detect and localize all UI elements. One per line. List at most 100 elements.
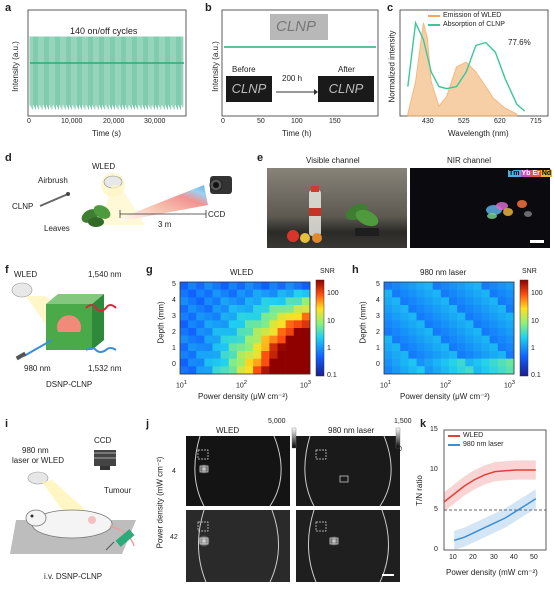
panel-g-heatmap-cell: [196, 366, 205, 375]
panel-g-heatmap-cell: [253, 358, 262, 367]
panel-i-laser2: laser or WLED: [12, 456, 65, 465]
panel-h-heatmap-cell: [465, 366, 474, 375]
panel-h-heatmap-cell: [384, 305, 393, 313]
panel-g-heatmap-cell: [180, 335, 189, 344]
panel-h-heatmap-cell: [481, 351, 490, 359]
panel-h-ylabel: Depth (mm): [358, 301, 368, 344]
panel-c-xtick-3: 715: [530, 118, 542, 125]
panel-g-heatmap-cell: [220, 282, 230, 290]
panel-h-heatmap-cell: [489, 305, 499, 313]
panel-h-heatmap-cell: [457, 305, 466, 313]
panel-g-heatmap-cell: [293, 343, 303, 352]
panel-g-heatmap-cell: [301, 358, 311, 367]
panel-h-heatmap-cell: [449, 366, 458, 375]
panel-h-heatmap-cell: [384, 312, 393, 321]
panel-g-ytick-2: 2: [172, 329, 176, 336]
panel-g-heatmap-cell: [204, 343, 213, 352]
panel-b-after: After: [338, 65, 355, 74]
panel-i-tumour: Tumour: [104, 486, 132, 495]
panel-h-heatmap-cell: [465, 297, 474, 306]
tag-tm: Tm: [508, 170, 521, 177]
panel-g-heatmap-cell: [301, 312, 311, 321]
panel-g-heatmap-cell: [196, 358, 205, 367]
panel-d-leaves-icon: [81, 205, 111, 227]
panel-h-heatmap-cell: [505, 289, 515, 298]
panel-h-heatmap-cell: [465, 282, 474, 290]
panel-g-heatmap-cell: [269, 351, 278, 359]
panel-h-heatmap-cell: [473, 358, 482, 367]
panel-h-heatmap-cell: [392, 320, 401, 329]
panel-h-heatmap-cell: [384, 328, 393, 336]
panel-k-band-1: [454, 489, 536, 550]
panel-b-xtick-3: 150: [329, 118, 341, 125]
panel-h-heatmap-cell: [440, 366, 450, 375]
panel-h-heatmap-cell: [440, 351, 450, 359]
panel-d-airbrush-icon: [39, 192, 70, 207]
panel-h-heatmap-cell: [384, 282, 393, 290]
panel-g-heatmap-cell: [204, 312, 213, 321]
panel-h-heatmap-cell: [416, 358, 425, 367]
panel-h-cbar-1: 10: [531, 318, 539, 325]
panel-g-heatmap-cell: [204, 320, 213, 329]
panel-h-heatmap-cell: [465, 351, 474, 359]
panel-g-ytick-4: 4: [172, 297, 176, 304]
panel-g-heatmap-cell: [204, 297, 213, 306]
panel-h-heatmap-cell: [424, 366, 434, 375]
panel-g-heatmap-cell: [180, 305, 189, 313]
panel-g-heatmap-cell: [188, 328, 197, 336]
panel-g-heatmap-cell: [285, 358, 295, 367]
panel-g-heatmap-cell: [236, 358, 246, 367]
panel-h-heatmap-cell: [400, 351, 409, 359]
panel-g-heatmap-cell: [253, 282, 262, 290]
panel-e-tags: Tm Yb Er Nd: [508, 170, 553, 177]
panel-a-ylabel: Intensity (a.u.): [10, 41, 20, 92]
panel-h-heatmap-cell: [408, 297, 417, 306]
panel-g-heatmap-cell: [277, 289, 286, 298]
panel-g-heatmap-cell: [269, 312, 278, 321]
panel-h-heatmap-cell: [457, 366, 466, 375]
panel-i-mouse-stage: [10, 509, 136, 554]
panel-g-heatmap-cell: [245, 312, 254, 321]
panel-h-heatmap-cell: [440, 289, 450, 298]
panel-g-xtick-1: 101: [176, 380, 188, 390]
panel-g-heatmap-cell: [245, 343, 254, 352]
panel-h-heatmap-cell: [473, 328, 482, 336]
panel-g-heatmap-cell: [212, 328, 221, 336]
panel-g-heatmap-cell: [301, 282, 311, 290]
panel-g-heatmap-cell: [293, 358, 303, 367]
panel-g-heatmap-cell: [228, 282, 238, 290]
panel-g-ytick-0: 0: [172, 361, 176, 368]
panel-h-heatmap-frame: [383, 281, 515, 375]
panel-g-heatmap-cell: [269, 343, 278, 352]
panel-h-heatmap-cell: [440, 305, 450, 313]
panel-k-xtick-40: 40: [510, 554, 518, 561]
panel-h-heatmap-cell: [408, 312, 417, 321]
panel-h-xtick-3: 103: [504, 380, 516, 390]
panel-a-label: a: [5, 2, 12, 14]
panel-i-label: i: [5, 418, 9, 430]
panel-g-heatmap-cell: [301, 343, 311, 352]
panel-g-heatmap-cell: [277, 305, 286, 313]
panel-g-heatmap-cell: [228, 335, 238, 344]
panel-h-heatmap-cell: [400, 282, 409, 290]
panel-g-heatmap-cell: [285, 312, 295, 321]
panel-g-heatmap-cell: [188, 335, 197, 344]
panel-h-heatmap-cell: [473, 335, 482, 344]
panel-g-heatmap-cell: [220, 312, 230, 321]
panel-h-heatmap-cell: [449, 358, 458, 367]
panel-h-heatmap-cell: [440, 343, 450, 352]
panel-b-arrow-text: 200 h: [282, 74, 303, 83]
panel-g-heatmap-cell: [293, 282, 303, 290]
panel-e-nir-title: NIR channel: [447, 156, 492, 165]
panel-g-heatmap-cell: [253, 351, 262, 359]
panel-h-ytick-5: 5: [376, 281, 380, 288]
panel-h-heatmap-cell: [408, 320, 417, 329]
panel-g-heatmap-cell: [220, 320, 230, 329]
panel-g-heatmap-cell: [212, 305, 221, 313]
panel-i-ccd: CCD: [94, 436, 112, 445]
panel-h-heatmap-cell: [408, 351, 417, 359]
panel-g-heatmap-cell: [261, 358, 270, 367]
panel-h-heatmap-cell: [489, 366, 499, 375]
panel-g-heatmap-frame: [179, 281, 311, 375]
panel-g-heatmap-cell: [269, 358, 278, 367]
